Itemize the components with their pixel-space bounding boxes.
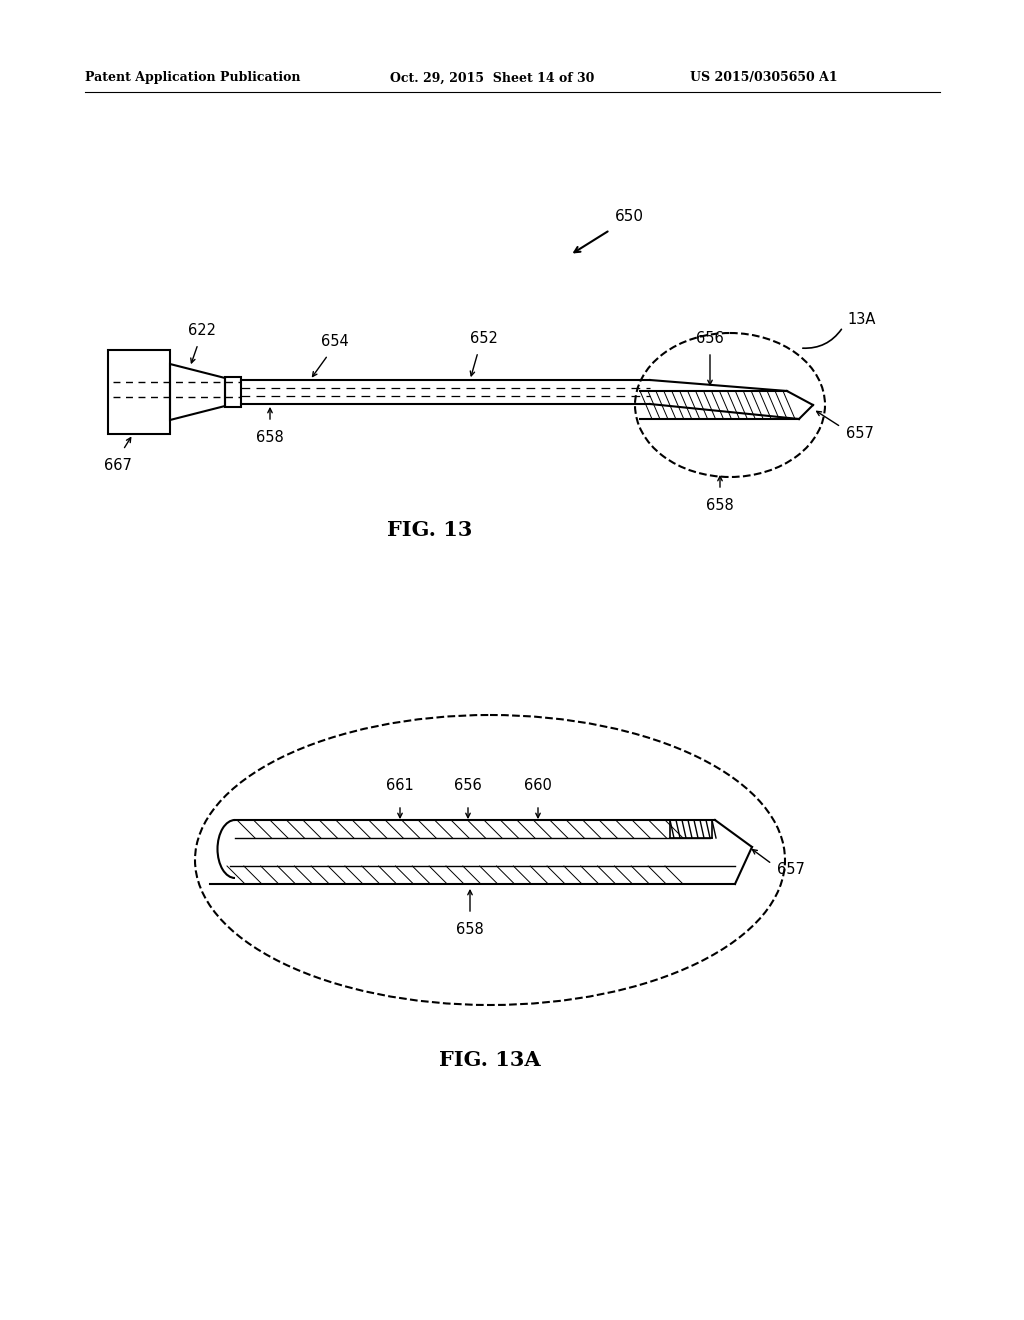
Text: FIG. 13A: FIG. 13A	[439, 1049, 541, 1071]
Text: 654: 654	[322, 334, 349, 348]
Bar	[225, 378, 241, 407]
Bar	[108, 350, 170, 434]
Text: 657: 657	[846, 425, 873, 441]
Text: 661: 661	[386, 777, 414, 793]
Text: US 2015/0305650 A1: US 2015/0305650 A1	[690, 71, 838, 84]
Text: FIG. 13: FIG. 13	[387, 520, 473, 540]
Text: 652: 652	[470, 331, 498, 346]
Text: 656: 656	[696, 331, 724, 346]
Text: 13A: 13A	[847, 313, 876, 327]
Text: 660: 660	[524, 777, 552, 793]
Text: Patent Application Publication: Patent Application Publication	[85, 71, 300, 84]
Text: Oct. 29, 2015  Sheet 14 of 30: Oct. 29, 2015 Sheet 14 of 30	[390, 71, 594, 84]
Text: 650: 650	[615, 209, 644, 224]
Text: 657: 657	[777, 862, 805, 878]
FancyArrowPatch shape	[803, 329, 842, 348]
Text: 658: 658	[256, 430, 284, 445]
Text: 658: 658	[707, 498, 734, 513]
Text: 667: 667	[104, 458, 132, 473]
Text: 622: 622	[188, 323, 216, 338]
Text: 656: 656	[454, 777, 482, 793]
Text: 658: 658	[456, 921, 484, 937]
